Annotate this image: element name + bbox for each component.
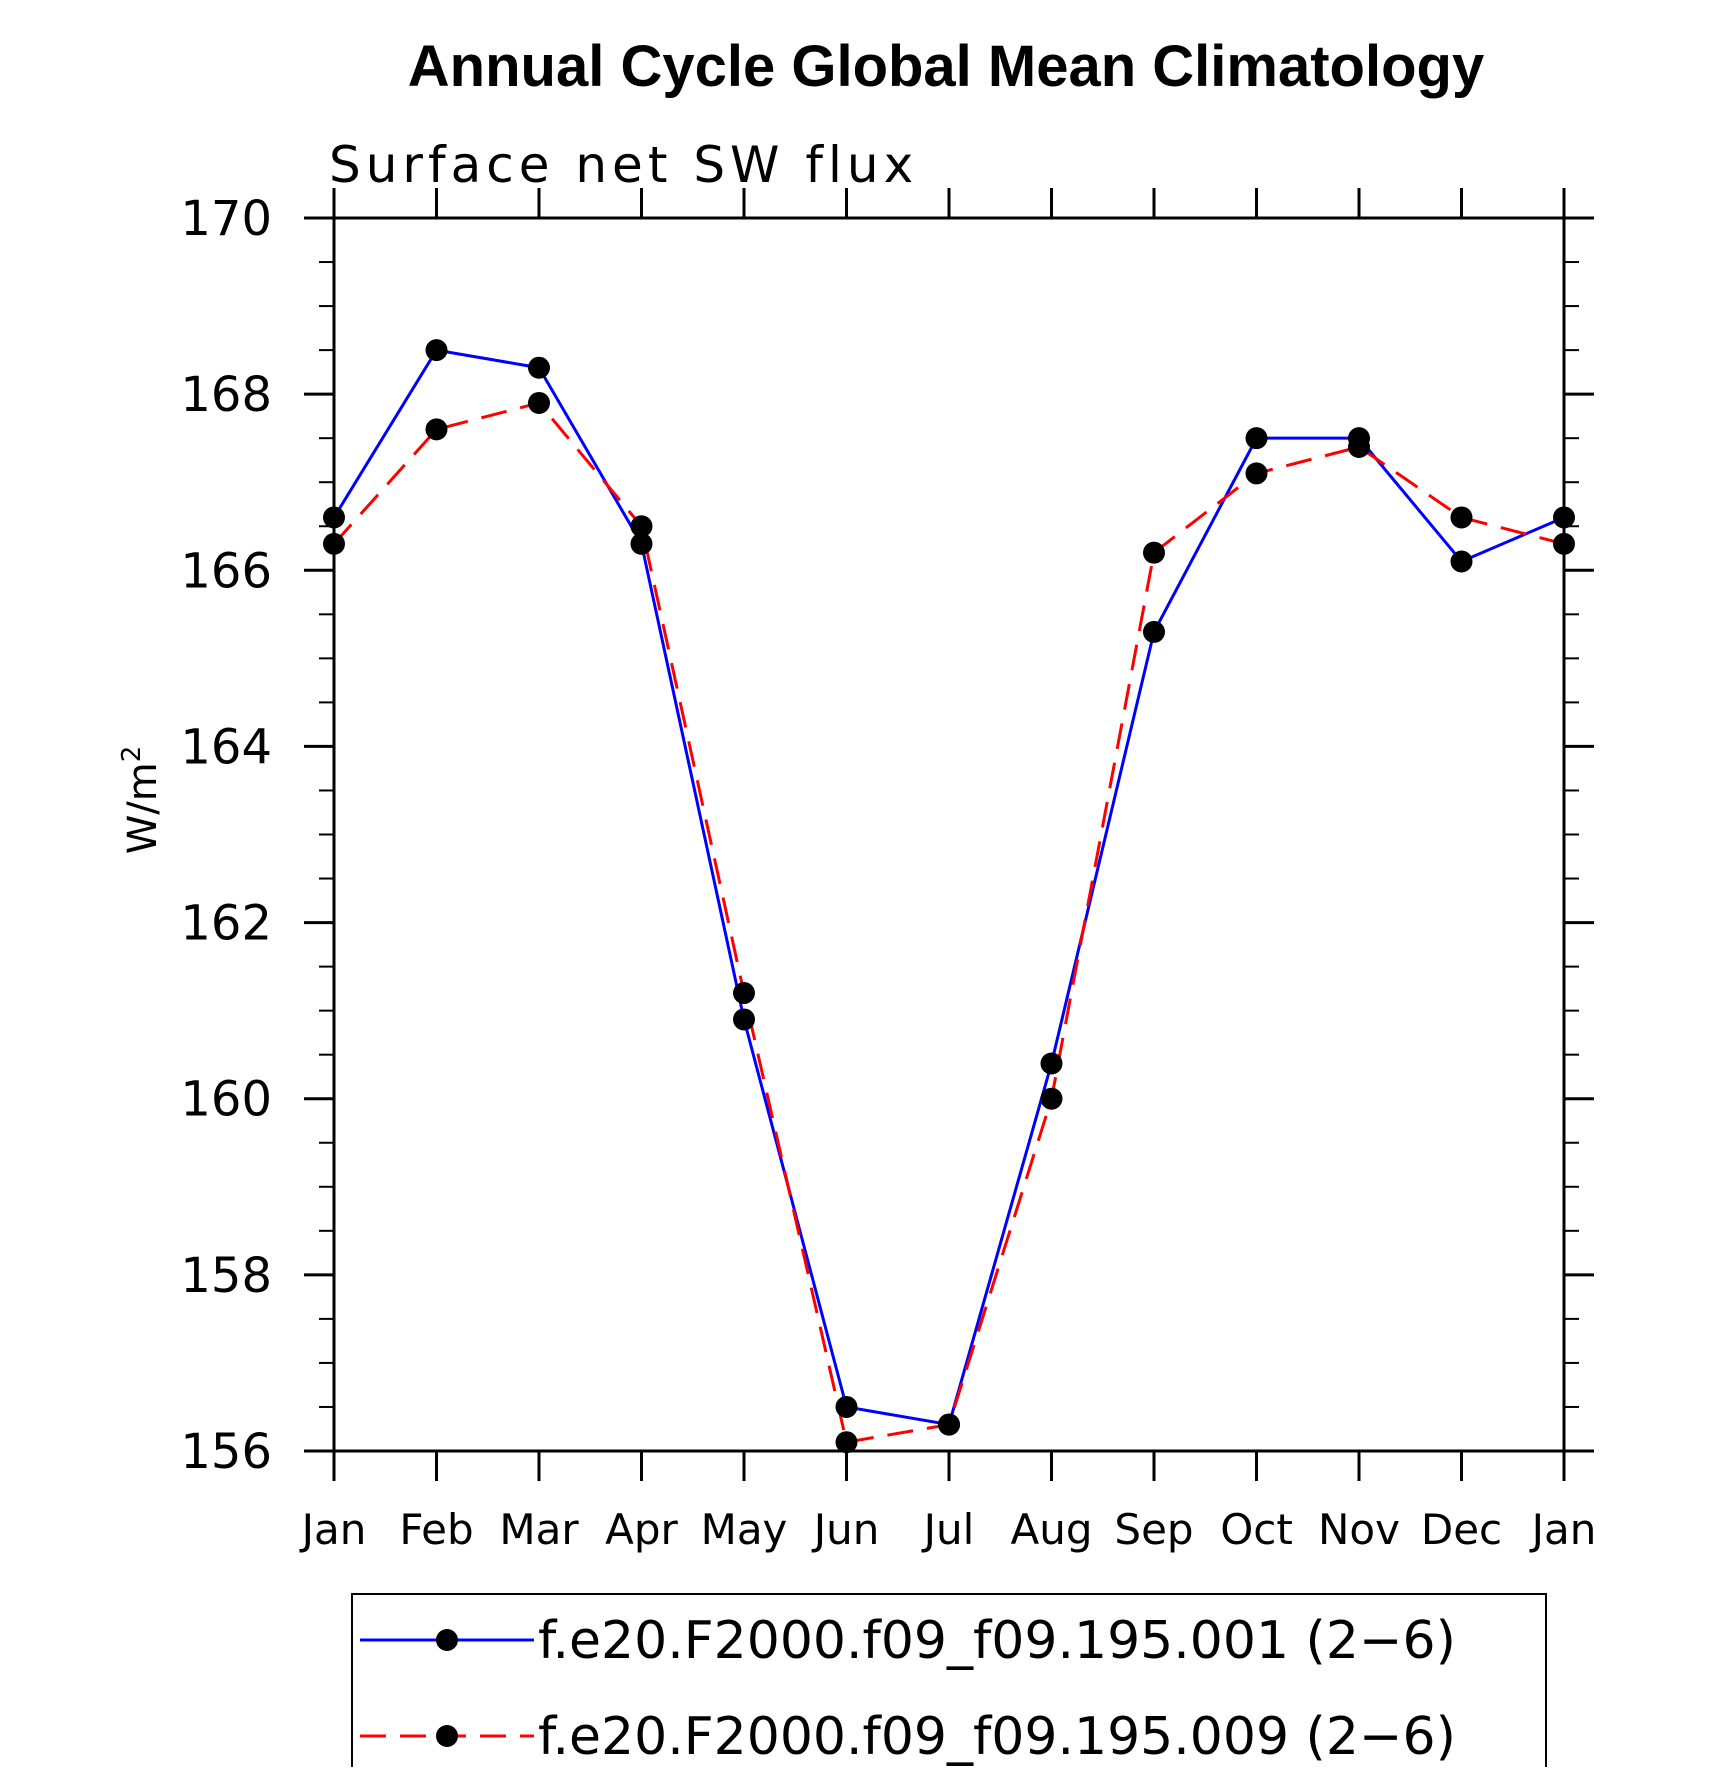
series-1-point bbox=[1143, 620, 1165, 643]
x-tick-label: Nov bbox=[1318, 1505, 1400, 1554]
series-2-point bbox=[323, 532, 345, 555]
y-tick-label: 166 bbox=[180, 543, 272, 599]
series-2-point bbox=[1450, 506, 1473, 529]
series-1-point bbox=[425, 339, 448, 362]
series-1-point bbox=[1450, 550, 1473, 573]
series-2-point bbox=[938, 1413, 960, 1436]
series-1-point bbox=[1040, 1052, 1063, 1075]
y-axis-label-superscript: 2 bbox=[117, 746, 147, 763]
series-2-point bbox=[630, 515, 653, 538]
legend-label-2: f.e20.F2000.f09_f09.195.009 (2−6) bbox=[538, 1707, 1456, 1767]
x-tick-label: Jan bbox=[299, 1505, 367, 1554]
x-tick-label: Jul bbox=[921, 1505, 975, 1554]
x-tick-label: Jun bbox=[811, 1505, 880, 1554]
axis-ticks: Jan Feb Mar Apr May Jun Jul Aug Sep Oct Nov Dec Jan 1… bbox=[180, 188, 1596, 1554]
x-tick-label: Jan bbox=[1529, 1505, 1597, 1554]
series-1-point bbox=[1553, 506, 1575, 529]
series-1-point bbox=[1245, 427, 1268, 450]
x-tick-label: Apr bbox=[605, 1505, 678, 1554]
series-layer bbox=[323, 339, 1575, 1454]
series-2-point bbox=[1143, 541, 1165, 564]
y-axis-label-base: W/m bbox=[120, 762, 166, 854]
legend-label-1: f.e20.F2000.f09_f09.195.001 (2−6) bbox=[538, 1611, 1456, 1671]
series-2-point bbox=[1245, 462, 1268, 485]
y-tick-label: 168 bbox=[180, 367, 272, 423]
x-tick-label: Mar bbox=[499, 1505, 579, 1554]
series-1-point bbox=[733, 1008, 755, 1031]
y-tick-label: 160 bbox=[180, 1072, 272, 1128]
chart-title: Annual Cycle Global Mean Climatology bbox=[408, 34, 1484, 99]
series-1-point bbox=[528, 356, 550, 379]
series-1-point bbox=[630, 532, 653, 555]
series-2-point bbox=[425, 418, 448, 441]
legend-box bbox=[351, 1593, 1547, 1772]
legend-marker-2 bbox=[436, 1725, 458, 1747]
x-tick-label: Dec bbox=[1421, 1505, 1502, 1554]
series-line-2 bbox=[332, 401, 1565, 1444]
x-tick-label: May bbox=[701, 1505, 788, 1554]
y-tick-label: 164 bbox=[180, 719, 272, 775]
series-2-point bbox=[1040, 1087, 1063, 1110]
legend-marker-1 bbox=[436, 1629, 458, 1651]
series-2-point bbox=[733, 982, 755, 1005]
series-2-point bbox=[528, 391, 550, 414]
series-1-point bbox=[835, 1395, 858, 1418]
series-line-1 bbox=[332, 348, 1565, 1427]
chart-subtitle: Surface net SW flux bbox=[329, 136, 918, 194]
legend: f.e20.F2000.f09_f09.195.001 (2−6) f.e20.F… bbox=[351, 1593, 1547, 1772]
x-tick-label: Feb bbox=[399, 1505, 473, 1554]
x-tick-label: Aug bbox=[1010, 1505, 1092, 1554]
y-tick-label: 162 bbox=[180, 896, 272, 952]
series-2-point bbox=[1553, 532, 1575, 555]
series-2-point bbox=[835, 1431, 858, 1454]
x-tick-label: Sep bbox=[1114, 1505, 1193, 1554]
y-axis-label: W/m2 bbox=[117, 746, 166, 855]
x-tick-label: Oct bbox=[1220, 1505, 1293, 1554]
series-1-point bbox=[323, 506, 345, 529]
y-tick-label: 156 bbox=[180, 1424, 272, 1480]
y-tick-label: 158 bbox=[180, 1248, 272, 1304]
y-tick-label: 170 bbox=[180, 191, 272, 247]
series-2-point bbox=[1348, 435, 1370, 458]
plot-frame bbox=[332, 216, 1566, 1453]
